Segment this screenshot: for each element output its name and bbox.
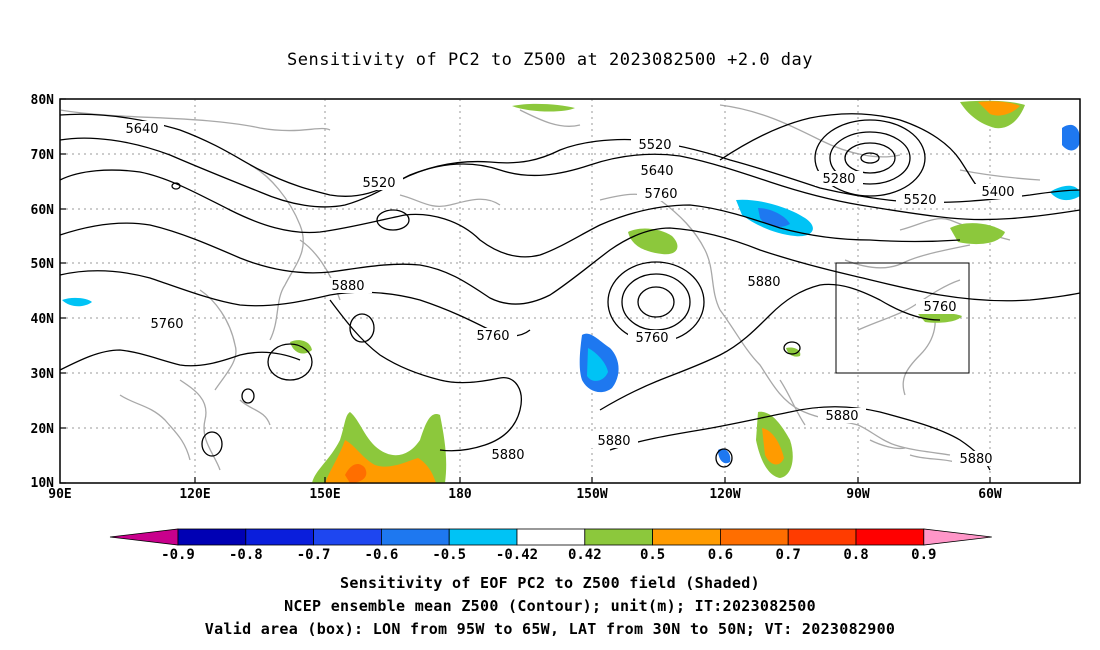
colorbar-arrow-right (923, 528, 992, 546)
lon-label: 60W (978, 487, 1002, 502)
contour-label: 5880 (959, 452, 992, 467)
lat-label: 30N (31, 367, 55, 382)
colorbar-label: 0.8 (843, 547, 868, 563)
contour-label: 5520 (362, 176, 395, 191)
colorbar-label: -0.9 (161, 547, 195, 563)
colorbar-label: 0.6 (708, 547, 733, 563)
lon-label: 90W (846, 487, 870, 502)
orange-patch-greenland (978, 101, 1020, 116)
red-patch-west-pacific (345, 464, 367, 483)
negative-patch-west-edge (62, 297, 92, 307)
colorbar-swatch (787, 528, 857, 546)
colorbar: -0.9 -0.8 -0.7 -0.6 -0.5 -0.42 0.42 0.5 0.6 0.7 0.… (109, 528, 992, 563)
colorbar-label: -0.42 (496, 547, 538, 563)
lat-label: 50N (31, 257, 55, 272)
colorbar-label: -0.5 (432, 547, 466, 563)
colorbar-swatch (855, 528, 925, 546)
colorbar-label: 0.42 (568, 547, 602, 563)
positive-patch-ne-pacific (628, 228, 678, 255)
lon-label: 150W (576, 487, 607, 502)
contour-label: 5760 (476, 329, 509, 344)
negative-patch-east-edge-mid (1050, 185, 1080, 201)
colorbar-arrow-left (109, 528, 179, 546)
positive-patch-us-east (918, 312, 962, 323)
lat-label: 80N (31, 93, 55, 108)
lon-label: 150E (309, 487, 340, 502)
colorbar-label: 0.7 (776, 547, 801, 563)
caption-shaded: Sensitivity of EOF PC2 to Z500 field (Sh… (340, 574, 760, 592)
orange-patch-mexico (762, 428, 784, 465)
positive-patch-north-atlantic (950, 223, 1005, 245)
lon-label: 180 (448, 487, 472, 502)
colorbar-swatch (652, 528, 721, 546)
colorbar-swatch (720, 528, 789, 546)
negative-core-central-pacific (587, 348, 608, 381)
colorbar-swatch (313, 528, 382, 546)
caption-contour: NCEP ensemble mean Z500 (Contour); unit(… (284, 597, 816, 615)
map-title: Sensitivity of PC2 to Z500 at 2023082500… (286, 50, 813, 70)
contour-label: 5880 (331, 279, 364, 294)
valid-area-box (835, 262, 970, 374)
latitude-labels: 80N 70N 60N 50N 40N 30N 20N 10N (31, 93, 55, 491)
lon-label: 90E (48, 487, 71, 502)
contour-labels: 5640 5520 5520 5640 5760 5280 5520 5400 … (120, 121, 1022, 467)
colorbar-label: 0.9 (911, 547, 936, 563)
colorbar-swatch (584, 528, 653, 546)
negative-core-canada (758, 208, 790, 227)
colorbar-swatch (448, 528, 518, 546)
negative-patch-hawaii (718, 448, 731, 464)
colorbar-swatch (177, 528, 247, 546)
contour-label: 5520 (638, 138, 671, 153)
lat-label: 70N (31, 148, 55, 163)
colorbar-swatch (380, 528, 450, 546)
contour-label: 5760 (150, 317, 183, 332)
colorbar-label: -0.7 (297, 547, 331, 563)
longitude-labels: 90E 120E 150E 180 150W 120W 90W 60W (48, 487, 1002, 502)
positive-patch-gulf (786, 347, 801, 357)
lon-label: 120E (179, 487, 210, 502)
colorbar-swatch (245, 528, 315, 546)
contour-label: 5400 (981, 185, 1014, 200)
contour-label: 5760 (923, 300, 956, 315)
contour-label: 5760 (635, 331, 668, 346)
lat-label: 20N (31, 422, 55, 437)
contour-label: 5880 (597, 434, 630, 449)
contour-label: 5280 (822, 172, 855, 187)
contour-label: 5640 (640, 164, 673, 179)
lat-label: 10N (31, 476, 55, 491)
colorbar-label: 0.5 (640, 547, 665, 563)
positive-patch-arctic (512, 103, 575, 112)
tick-marks (60, 98, 991, 484)
contour-label: 5520 (903, 193, 936, 208)
lat-label: 40N (31, 312, 55, 327)
contour-label: 5880 (825, 409, 858, 424)
contour-label: 5880 (491, 448, 524, 463)
lon-label: 120W (709, 487, 740, 502)
shaded-regions (62, 100, 1080, 483)
contour-label: 5880 (747, 275, 780, 290)
caption-valid-area: Valid area (box): LON from 95W to 65W, L… (204, 620, 896, 638)
contour-label: 5760 (644, 187, 677, 202)
negative-patch-east-edge-north (1062, 124, 1080, 151)
contour-label: 5640 (125, 122, 158, 137)
lat-label: 60N (31, 203, 55, 218)
colorbar-swatch (516, 528, 586, 546)
colorbar-label: -0.8 (229, 547, 263, 563)
colorbar-label: -0.6 (365, 547, 399, 563)
